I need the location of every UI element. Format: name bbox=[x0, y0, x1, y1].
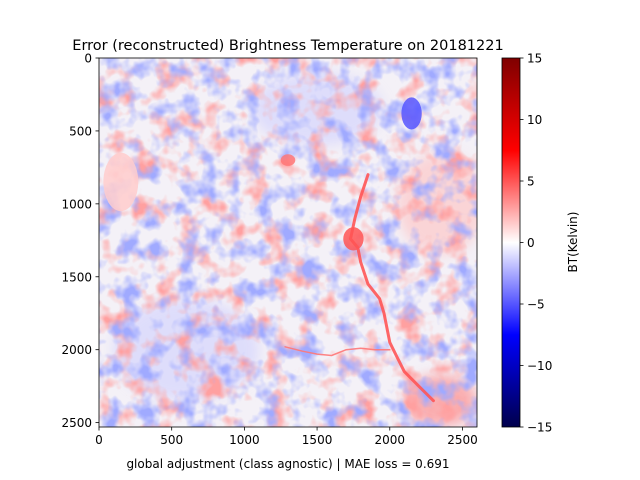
y-tick-label: 1500 bbox=[61, 270, 92, 284]
error-channel bbox=[284, 346, 391, 357]
colorbar-tick-label: 0 bbox=[527, 236, 535, 250]
x-tick-label: 500 bbox=[160, 433, 183, 447]
chart-title: Error (reconstructed) Brightness Tempera… bbox=[72, 38, 503, 54]
colorbar-tick-label: 15 bbox=[527, 52, 542, 66]
error-region bbox=[280, 154, 296, 166]
x-tick-label: 1000 bbox=[229, 433, 260, 447]
x-tick-label: 1500 bbox=[302, 433, 333, 447]
heatmap-image bbox=[99, 58, 477, 427]
colorbar bbox=[501, 57, 521, 428]
colorbar-tick-label: −10 bbox=[527, 359, 552, 373]
colorbar-ticks: −15 −10 −5 0 5 10 15 bbox=[520, 52, 552, 435]
x-axis-ticks: 0 500 1000 1500 2000 2500 bbox=[95, 427, 478, 447]
x-axis-label: global adjustment (class agnostic) | MAE… bbox=[126, 457, 449, 471]
plot-frame bbox=[98, 57, 478, 428]
error-region bbox=[401, 97, 422, 130]
y-tick-label: 0 bbox=[84, 52, 92, 66]
y-tick-label: 500 bbox=[69, 124, 92, 138]
y-tick-label: 1000 bbox=[61, 197, 92, 211]
x-tick-label: 2000 bbox=[374, 433, 405, 447]
colorbar-tick-label: 10 bbox=[527, 113, 542, 127]
y-tick-label: 2000 bbox=[61, 343, 92, 357]
error-channel bbox=[349, 173, 435, 403]
error-region bbox=[103, 152, 139, 212]
x-tick-label: 2500 bbox=[447, 433, 478, 447]
error-features bbox=[103, 97, 435, 403]
y-tick-label: 2500 bbox=[61, 416, 92, 430]
x-tick-label: 0 bbox=[95, 433, 103, 447]
y-axis-ticks: 0 500 1000 1500 2000 2500 bbox=[61, 52, 99, 430]
colorbar-tick-label: 5 bbox=[527, 175, 535, 189]
error-region bbox=[343, 227, 364, 251]
colorbar-tick-label: −15 bbox=[527, 421, 552, 435]
colorbar-label: BT(Kelvin) bbox=[566, 212, 580, 273]
colorbar-tick-label: −5 bbox=[527, 298, 545, 312]
